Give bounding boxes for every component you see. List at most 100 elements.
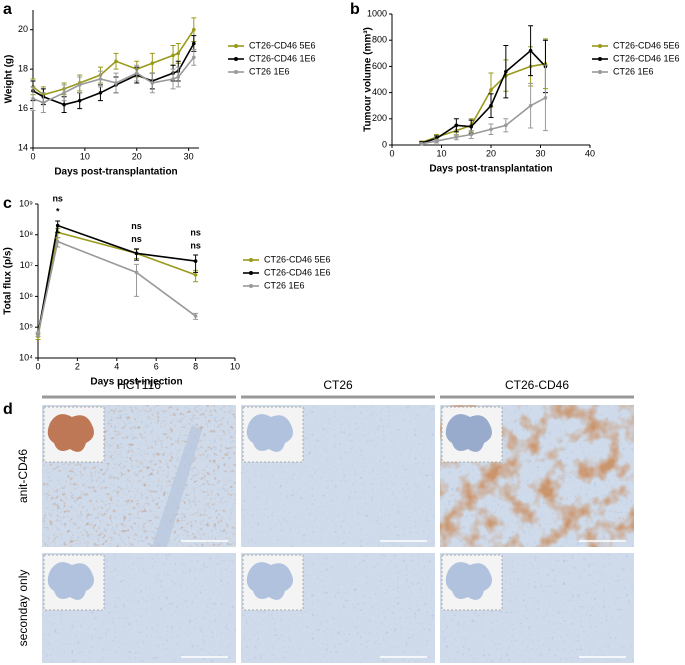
- x-tick-label: 30: [184, 151, 194, 161]
- x-tick-label: 40: [585, 148, 595, 158]
- significance-label: ns: [52, 193, 63, 203]
- x-tick-label: 30: [535, 148, 545, 158]
- marker: [134, 71, 139, 75]
- x-tick-label: 0: [30, 151, 35, 161]
- legend-label: CT26 1E6: [249, 66, 290, 76]
- marker: [469, 132, 474, 137]
- error-bar: [134, 263, 139, 297]
- y-tick-label: 200: [372, 113, 387, 123]
- marker: [134, 270, 139, 275]
- y-tick-label: 600: [372, 61, 387, 71]
- y-tick-label: 14: [18, 142, 28, 152]
- marker: [114, 59, 118, 64]
- histology-grid: HCT116 CT26 CT26-CD46 anit-CD46 seconday onl…: [16, 378, 634, 663]
- legend-marker: [249, 284, 253, 288]
- y-tick-label: 400: [372, 87, 387, 97]
- marker: [55, 223, 60, 228]
- marker: [62, 91, 66, 95]
- panel-label: c: [3, 195, 12, 212]
- panel-label: a: [3, 1, 12, 18]
- marker: [77, 98, 82, 103]
- legend-marker: [598, 44, 602, 48]
- y-tick-label: 0: [382, 139, 387, 149]
- y-tick-label: 18: [18, 64, 28, 74]
- error-bar: [193, 254, 199, 273]
- legend-label: CT26 1E6: [264, 280, 305, 290]
- y-axis-label: Tumour volume (mm³): [363, 27, 374, 132]
- inset-tissue: [246, 414, 293, 452]
- marker: [150, 81, 155, 85]
- y-axis-label: Total flux (p/s): [3, 247, 14, 315]
- marker: [193, 314, 198, 318]
- marker: [41, 100, 46, 105]
- inset-tissue: [47, 414, 94, 452]
- x-tick-label: 20: [486, 148, 496, 158]
- column-header: HCT116: [117, 378, 161, 392]
- y-tick-label: 10⁷: [20, 260, 33, 270]
- series-line: [421, 97, 546, 145]
- legend-label: CT26-CD46 5E6: [249, 40, 316, 50]
- marker: [469, 124, 474, 129]
- x-tick-label: 10: [80, 151, 90, 161]
- row-label: seconday only: [16, 570, 30, 647]
- y-tick-label: 16: [18, 103, 28, 113]
- y-tick-label: 10⁸: [19, 229, 33, 239]
- y-tick-label: 800: [372, 35, 387, 45]
- inset-tissue: [47, 562, 94, 600]
- x-tick-label: 2: [75, 361, 80, 371]
- legend-marker: [234, 70, 238, 74]
- significance-label: ns: [190, 227, 201, 237]
- y-axis-label: Weight (g): [4, 55, 15, 104]
- legend-label: CT26-CD46 1E6: [249, 53, 316, 63]
- marker: [98, 77, 103, 81]
- x-tick-label: 0: [35, 361, 40, 371]
- x-tick-label: 6: [154, 361, 159, 371]
- significance-label: ns: [131, 234, 142, 244]
- x-tick-label: 4: [114, 361, 119, 371]
- marker: [504, 123, 508, 128]
- marker: [192, 41, 196, 46]
- marker: [176, 51, 181, 56]
- significance-label: *: [56, 206, 60, 216]
- marker: [150, 61, 155, 66]
- inset-tissue: [445, 414, 492, 452]
- marker: [171, 53, 175, 58]
- marker: [528, 48, 533, 53]
- legend-label: CT26 1E6: [613, 66, 654, 76]
- x-axis-label: Days post-injection: [90, 377, 182, 388]
- marker: [489, 103, 493, 108]
- marker: [36, 332, 40, 336]
- series-line: [37, 224, 196, 335]
- y-tick-label: 10⁶: [19, 291, 33, 301]
- x-tick-label: 20: [132, 151, 142, 161]
- legend-marker: [598, 57, 602, 61]
- significance-label: ns: [190, 240, 201, 250]
- legend-label: CT26-CD46 5E6: [613, 40, 680, 50]
- marker: [171, 77, 175, 81]
- legend-marker: [249, 258, 253, 262]
- marker: [419, 141, 424, 146]
- column-header: CT26: [323, 378, 353, 392]
- panel-label: d: [3, 401, 13, 418]
- panel-label: b: [350, 1, 360, 18]
- row-label: anit-CD46: [16, 449, 30, 503]
- marker: [98, 91, 103, 95]
- marker: [454, 135, 459, 139]
- marker: [454, 123, 459, 128]
- marker: [77, 83, 82, 87]
- marker: [55, 239, 60, 244]
- marker: [134, 251, 139, 256]
- legend-marker: [234, 57, 238, 61]
- series-line: [421, 49, 547, 144]
- inset-tissue: [246, 562, 293, 600]
- marker: [31, 96, 35, 101]
- marker: [114, 81, 118, 85]
- x-tick-label: 10: [230, 361, 240, 371]
- marker: [489, 127, 493, 132]
- legend-label: CT26-CD46 5E6: [264, 254, 331, 264]
- y-tick-label: 10⁵: [19, 322, 33, 332]
- marker: [192, 55, 196, 60]
- legend-marker: [249, 271, 253, 275]
- y-tick-label: 1000: [367, 8, 387, 18]
